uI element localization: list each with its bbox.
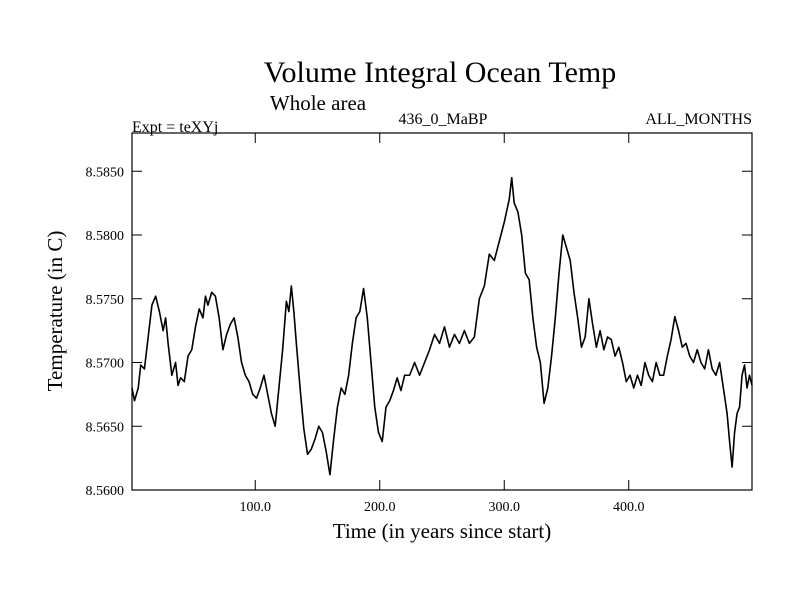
y-tick-label: 8.5800 — [86, 229, 125, 244]
header-experiment-label: Expt = teXYj — [132, 119, 218, 136]
y-tick-label: 8.5700 — [86, 357, 125, 372]
header-months-label: ALL_MONTHS — [645, 111, 752, 128]
x-tick-label: 400.0 — [613, 500, 645, 515]
plot-frame — [131, 132, 753, 491]
temperature-series-line — [131, 176, 753, 476]
x-tick-label: 200.0 — [364, 500, 396, 515]
y-axis: 8.5600 8.5650 8.5700 8.5750 8.5800 8.5850 — [86, 165, 752, 499]
chart-subtitle: Whole area — [270, 91, 367, 115]
y-axis-label: Temperature (in C) — [43, 231, 67, 392]
x-axis: 100.0 200.0 300.0 400.0 — [240, 133, 645, 515]
y-tick-label: 8.5650 — [86, 420, 125, 435]
x-tick-label: 100.0 — [240, 500, 272, 515]
y-tick-label: 8.5600 — [86, 484, 125, 499]
x-tick-label: 300.0 — [488, 500, 520, 515]
chart-title: Volume Integral Ocean Temp — [264, 56, 617, 89]
header-period-label: 436_0_MaBP — [399, 111, 488, 128]
y-tick-label: 8.5850 — [86, 165, 125, 180]
y-tick-label: 8.5750 — [86, 293, 125, 308]
x-axis-label: Time (in years since start) — [333, 519, 552, 543]
